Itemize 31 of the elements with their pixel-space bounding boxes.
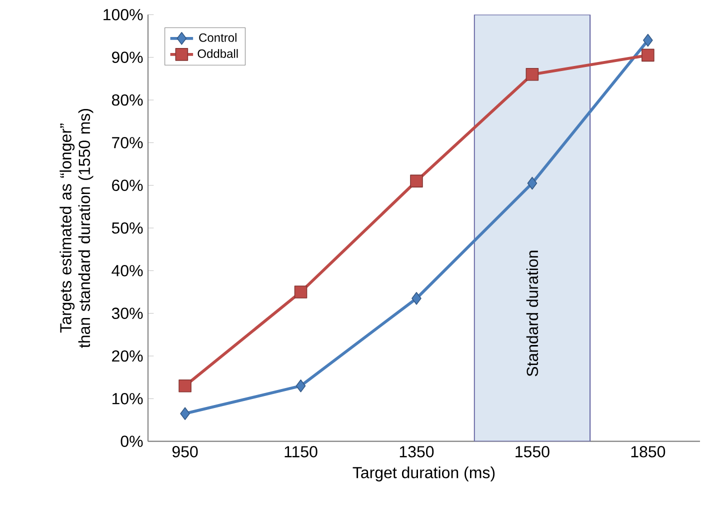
point (526, 68, 539, 81)
point (527, 176, 538, 190)
x-tick-label: 950 (172, 446, 198, 458)
point (296, 379, 306, 392)
y-tick-label: 100% (104, 9, 143, 20)
point (412, 292, 422, 305)
y-tick-label: 60% (112, 180, 143, 191)
x-tick-label: 1150 (284, 446, 318, 458)
y-tick-label: 50% (112, 222, 143, 234)
y-tick-label: 30% (112, 308, 143, 319)
point (180, 407, 190, 420)
x-tick-label: 1550 (516, 446, 550, 458)
y-tick-label: 20% (112, 350, 143, 362)
point (178, 379, 192, 392)
legend-label: Control (199, 33, 236, 42)
y-tick-label: 70% (112, 137, 143, 148)
point (294, 286, 308, 298)
x-tick-label: 1350 (400, 446, 434, 458)
point (410, 174, 423, 188)
point (642, 48, 654, 62)
x-tick-label: 1850 (631, 446, 666, 458)
y-tick-label: 0% (120, 436, 143, 447)
y-tick-label: 80% (112, 94, 143, 106)
y-tick-label: 10% (112, 393, 143, 404)
y-tick-label: 90% (112, 52, 143, 63)
x-axis-title: Target duration (ms) (352, 466, 495, 482)
legend-label: Oddball (198, 49, 238, 58)
point (643, 34, 653, 47)
y-tick-label: 40% (112, 265, 143, 276)
band-label: Standard duration (526, 250, 538, 376)
y-axis-title: Targets estimated as “longer” than standard duration (1550 ms) (60, 108, 94, 348)
